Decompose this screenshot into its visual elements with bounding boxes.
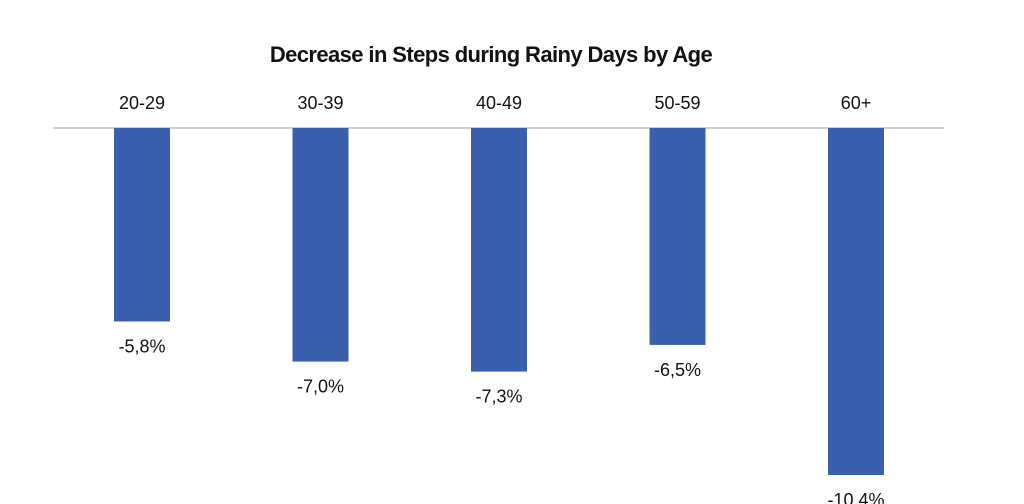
bar-60+ (828, 128, 884, 475)
value-label: -7,0% (297, 377, 344, 397)
value-label: -7,3% (475, 387, 522, 407)
bar-50-59 (649, 128, 706, 345)
chart-title: Decrease in Steps during Rainy Days by A… (270, 42, 713, 67)
category-labels-group: 20-29 30-39 40-49 50-59 60+ (119, 93, 871, 113)
value-label: -6,5% (654, 360, 701, 380)
category-label: 30-39 (297, 93, 343, 113)
value-label: -10,4% (827, 490, 884, 504)
bar-20-29 (114, 128, 170, 322)
value-label: -5,8% (118, 337, 165, 357)
category-label: 50-59 (654, 93, 700, 113)
bar-40-49 (471, 128, 527, 372)
value-labels-group: -5,8% -7,0% -7,3% -6,5% -10,4% (118, 337, 884, 504)
category-label: 60+ (841, 93, 872, 113)
category-label: 40-49 (476, 93, 522, 113)
bars-group (114, 128, 884, 475)
bar-30-39 (292, 128, 349, 362)
category-label: 20-29 (119, 93, 165, 113)
